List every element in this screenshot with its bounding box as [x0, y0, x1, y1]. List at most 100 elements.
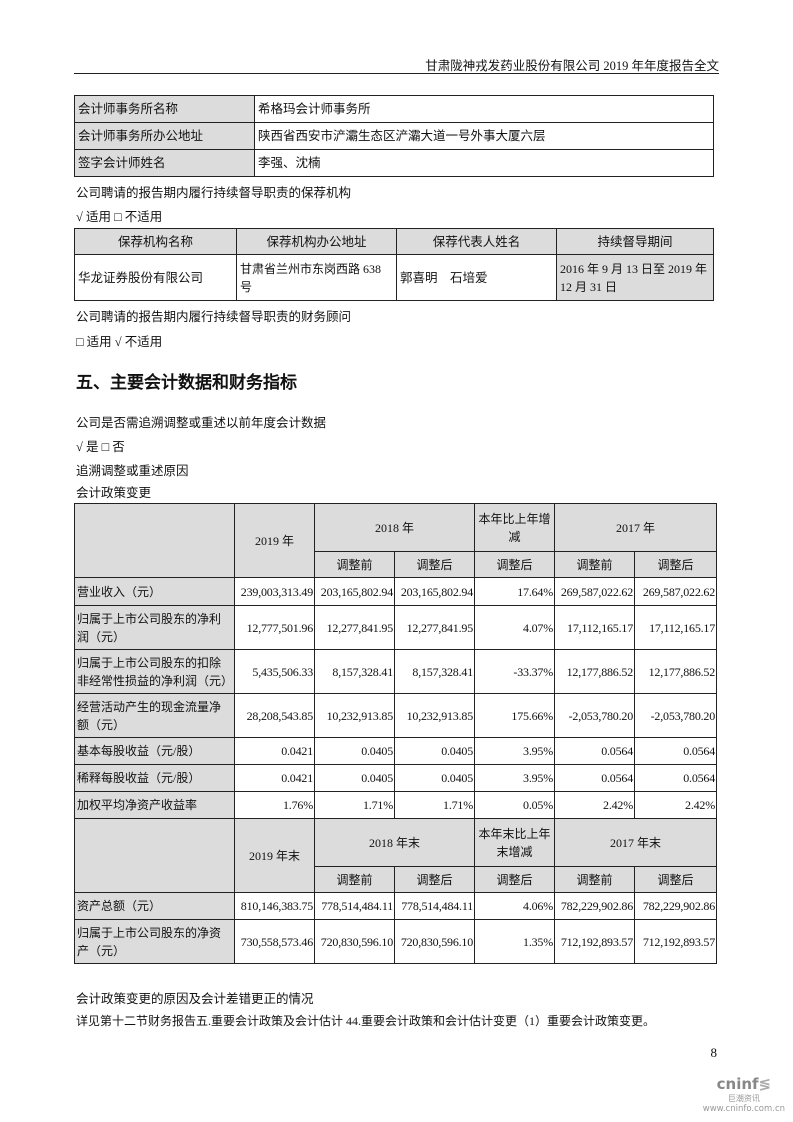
table-row: 营业收入（元） 239,003,313.49 203,165,802.94 203,1…	[74, 577, 718, 606]
policy-change-text: 详见第十二节财务报告五.重要会计政策及会计估计 44.重要会计政策和会计估计变更…	[76, 1014, 656, 1028]
value-cell: 2.42%	[634, 791, 718, 819]
retro-reason: 会计政策变更	[76, 486, 152, 500]
value-cell: 28,208,543.85	[234, 693, 315, 738]
value-cell: 0.0564	[634, 737, 718, 765]
row-label-cell: 基本每股收益（元/股）	[74, 737, 235, 765]
value-cell: 5,435,506.33	[234, 649, 315, 694]
table-row: 归属于上市公司股东的净利润（元） 12,777,501.96 12,277,841.…	[74, 605, 718, 650]
row-label-cell: 资产总额（元）	[74, 892, 235, 920]
row-label-cell: 经营活动产生的现金流量净额（元）	[74, 693, 235, 738]
value-cell: 782,229,902.86	[634, 892, 718, 920]
label-cell: 会计师事务所办公地址	[74, 122, 255, 150]
header-cell: 2018 年	[313, 503, 476, 552]
value-cell: 4.07%	[474, 605, 556, 650]
value-cell: 12,777,501.96	[234, 605, 315, 650]
value-cell: 720,830,596.10	[393, 919, 476, 964]
row-label-cell: 归属于上市公司股东的净资产（元）	[74, 919, 235, 964]
subheader-cell: 调整后	[474, 866, 556, 893]
header-cell: 2017 年末	[554, 818, 718, 867]
value-cell: 269,587,022.62	[554, 577, 636, 606]
value-cell: 17,112,165.17	[634, 605, 718, 650]
table-row: 稀释每股收益（元/股） 0.0421 0.0405 0.0405 3.95% 0.0564…	[74, 764, 718, 792]
value-cell: 2.42%	[554, 791, 636, 819]
policy-change-label: 会计政策变更的原因及会计差错更正的情况	[76, 992, 314, 1006]
retro-answer: √ 是 □ 否	[76, 440, 125, 454]
value-cell: 12,277,841.95	[314, 605, 395, 650]
subheader-cell: 调整后	[474, 551, 556, 578]
header-cell: 保荐机构办公地址	[236, 228, 397, 255]
value-cell: 1.76%	[234, 791, 315, 819]
header-cell: 2019 年	[234, 503, 315, 578]
header-cell: 本年比上年增减	[474, 503, 556, 552]
table-row: 签字会计师姓名 李强、沈楠	[74, 149, 714, 177]
table-row: 华龙证券股份有限公司 甘肃省兰州市东岗西路 638 号 郭喜明 石培爱 2016…	[74, 254, 714, 301]
table-header-row: 保荐机构名称 保荐机构办公地址 保荐代表人姓名 持续督导期间	[74, 228, 714, 255]
value-cell: -2,053,780.20	[634, 693, 718, 738]
value-cell: 712,192,893.57	[634, 919, 718, 964]
header-rule	[74, 73, 719, 74]
value-cell: 269,587,022.62	[634, 577, 718, 606]
value-cell: 782,229,902.86	[554, 892, 636, 920]
row-label-cell: 归属于上市公司股东的扣除非经常性损益的净利润（元）	[74, 649, 235, 694]
subheader-cell: 调整后	[634, 866, 718, 893]
value-cell: 778,514,484.11	[314, 892, 395, 920]
value-cell: 12,177,886.52	[634, 649, 718, 694]
header-cell: 保荐代表人姓名	[396, 228, 557, 255]
value-cell: 陕西省西安市浐灞生态区浐灞大道一号外事大厦六层	[254, 122, 714, 150]
cell: 甘肃省兰州市东岗西路 638 号	[236, 254, 397, 301]
table-row: 会计师事务所名称 希格玛会计师事务所	[74, 95, 714, 123]
advisor-applicable: □ 适用 √ 不适用	[76, 335, 163, 349]
header-cell: 2018 年末	[313, 818, 476, 867]
financial-data-table: 2019 年 2018 年 本年比上年增减 2017 年调整前 调整后 调整后 调整前…	[74, 503, 718, 964]
value-cell: -33.37%	[474, 649, 556, 694]
value-cell: 1.35%	[474, 919, 556, 964]
value-cell: 203,165,802.94	[314, 577, 395, 606]
value-cell: 1.71%	[393, 791, 476, 819]
subheader-cell: 调整后	[393, 551, 476, 578]
table-header-row: 2019 年 2018 年 本年比上年增减 2017 年	[74, 503, 718, 578]
table-row: 经营活动产生的现金流量净额（元） 28,208,543.85 10,232,913.…	[74, 693, 718, 738]
sponsor-applicable: √ 适用 □ 不适用	[76, 210, 163, 224]
subheader-cell: 调整前	[314, 551, 395, 578]
value-cell: 李强、沈楠	[254, 149, 714, 177]
accounting-firm-table: 会计师事务所名称 希格玛会计师事务所 会计师事务所办公地址 陕西省西安市浐灞生态区浐…	[74, 95, 714, 177]
value-cell: 0.0405	[393, 764, 476, 792]
cell: 2016 年 9 月 13 日至 2019 年 12 月 31 日	[556, 254, 714, 301]
table-row: 资产总额（元） 810,146,383.75 778,514,484.11 778,5…	[74, 892, 718, 920]
value-cell: 3.95%	[474, 737, 556, 765]
value-cell: 712,192,893.57	[554, 919, 636, 964]
subheader-cell: 调整前	[554, 551, 636, 578]
value-cell: 10,232,913.85	[393, 693, 476, 738]
section-title: 五、主要会计数据和财务指标	[76, 373, 297, 392]
value-cell: 17,112,165.17	[554, 605, 636, 650]
value-cell: 778,514,484.11	[393, 892, 476, 920]
table-row: 归属于上市公司股东的扣除非经常性损益的净利润（元） 5,435,506.33 8,1…	[74, 649, 718, 694]
subheader-cell: 调整后	[634, 551, 718, 578]
cell: 华龙证券股份有限公司	[74, 254, 237, 301]
table-header-row: 2019 年末 2018 年末 本年末比上年末增减 2017 年末	[74, 818, 718, 893]
running-header: 甘肃陇神戎发药业股份有限公司 2019 年年度报告全文	[425, 59, 719, 73]
table-row: 归属于上市公司股东的净资产（元） 730,558,573.46 720,830,59…	[74, 919, 718, 964]
retro-question: 公司是否需追溯调整或重述以前年度会计数据	[76, 416, 327, 430]
label-cell: 会计师事务所名称	[74, 95, 255, 123]
value-cell: 203,165,802.94	[393, 577, 476, 606]
value-cell: 0.0564	[634, 764, 718, 792]
value-cell: 720,830,596.10	[314, 919, 395, 964]
value-cell: 0.0405	[314, 737, 395, 765]
value-cell: 1.71%	[314, 791, 395, 819]
value-cell: 10,232,913.85	[314, 693, 395, 738]
table-subheader-row: 调整前 调整后 调整后 调整前 调整后	[75, 866, 718, 893]
value-cell: 0.05%	[474, 791, 556, 819]
value-cell: 730,558,573.46	[234, 919, 315, 964]
header-cell: 2019 年末	[234, 818, 315, 893]
value-cell: 12,177,886.52	[554, 649, 636, 694]
sponsor-table: 保荐机构名称 保荐机构办公地址 保荐代表人姓名 持续督导期间 华龙证券股份有限公…	[74, 228, 714, 301]
row-label-cell: 归属于上市公司股东的净利润（元）	[74, 605, 235, 650]
cninfo-watermark-logo: cninf≶ 巨潮资讯 www.cninfo.com.cn	[702, 1075, 785, 1114]
value-cell: 810,146,383.75	[234, 892, 315, 920]
row-label-cell: 营业收入（元）	[74, 577, 235, 606]
table-row: 加权平均净资产收益率 1.76% 1.71% 1.71% 0.05% 2.42% 2.42%	[74, 791, 718, 819]
value-cell: -2,053,780.20	[554, 693, 636, 738]
page-number: 8	[710, 1045, 718, 1060]
